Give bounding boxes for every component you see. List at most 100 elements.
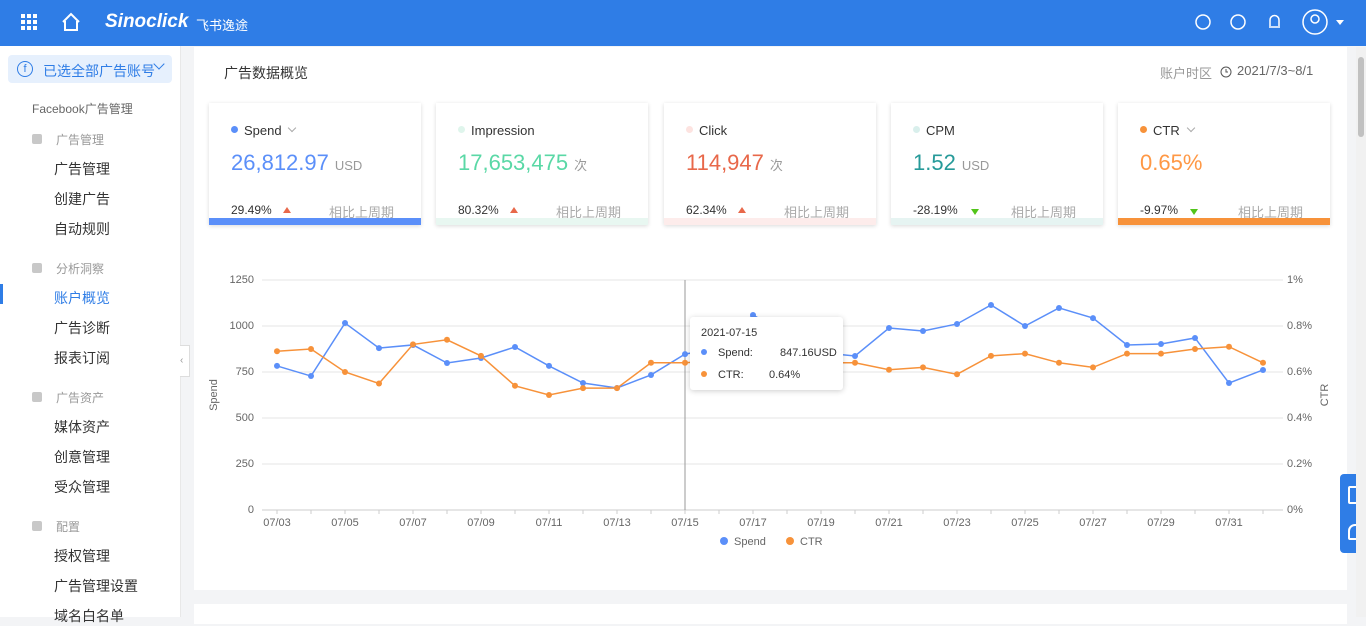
card-change: 29.49% xyxy=(231,203,272,217)
trend-up xyxy=(738,207,746,213)
y2-tick-label: 0.4% xyxy=(1287,412,1312,424)
card-bar xyxy=(436,218,648,225)
metric-card[interactable]: Impression 17,653,475 次 80.32% 相比上周期 xyxy=(436,103,648,225)
legend-marker xyxy=(720,537,728,545)
date-range[interactable]: 2021/7/3~8/1 xyxy=(1237,63,1314,78)
data-point xyxy=(1192,334,1198,341)
data-point xyxy=(682,359,688,366)
data-point xyxy=(988,352,994,359)
data-point xyxy=(580,385,586,392)
card-value: 0.65% xyxy=(1140,150,1203,175)
data-point xyxy=(410,341,416,348)
scroll-thumb[interactable] xyxy=(1358,57,1364,137)
metric-card[interactable]: CTR 0.65% -9.97% 相比上周期 xyxy=(1118,103,1330,225)
card-compare: 相比上周期 xyxy=(556,205,622,220)
menu-item[interactable]: 创意管理 xyxy=(54,449,110,465)
data-point xyxy=(682,351,688,358)
collapse-handle[interactable]: ‹ xyxy=(180,345,190,377)
trend-up xyxy=(283,207,291,213)
data-point xyxy=(1056,304,1062,311)
menu-group-icon xyxy=(32,392,42,402)
data-point xyxy=(1260,366,1266,373)
data-point xyxy=(1022,350,1028,357)
top-icons xyxy=(21,9,1344,35)
y-tick-label: 750 xyxy=(236,366,254,378)
card-dot xyxy=(458,126,465,133)
x-tick-label: 07/03 xyxy=(263,517,291,529)
data-point xyxy=(1090,364,1096,371)
card-value: 17,653,475 xyxy=(458,150,569,175)
chevron xyxy=(153,58,165,70)
menu-item[interactable]: 受众管理 xyxy=(54,479,110,495)
data-point xyxy=(1090,315,1096,322)
data-point xyxy=(580,380,586,387)
menu-item[interactable]: 授权管理 xyxy=(54,548,110,564)
trend-up xyxy=(510,207,518,213)
metric-card[interactable]: CPM 1.52 USD -28.19% 相比上周期 xyxy=(891,103,1103,225)
x-tick-label: 07/21 xyxy=(875,517,903,529)
card-change: 62.34% xyxy=(686,203,727,217)
tooltip-value: 0.64% xyxy=(769,369,801,381)
legend-label: Spend xyxy=(734,536,766,548)
menu-item[interactable]: 创建广告 xyxy=(54,191,110,207)
menu-item[interactable]: 广告管理 xyxy=(54,161,110,177)
data-point xyxy=(954,320,960,327)
card-title: CPM xyxy=(926,123,955,138)
top-bar: Sinoclick 飞书逸途 xyxy=(0,0,1366,46)
menu-group-icon xyxy=(32,521,42,531)
tooltip-title: 2021-07-15 xyxy=(701,327,758,339)
card-bar xyxy=(209,218,421,225)
data-point xyxy=(852,359,858,366)
card-dot xyxy=(686,126,693,133)
data-point xyxy=(1226,380,1232,387)
menu-item[interactable]: 域名白名单 xyxy=(54,608,124,624)
menu-item[interactable]: 报表订阅 xyxy=(54,350,110,366)
trend-down xyxy=(971,209,979,215)
metric-card[interactable]: Click 114,947 次 62.34% 相比上周期 xyxy=(664,103,876,225)
x-tick-label: 07/11 xyxy=(536,517,563,529)
data-point xyxy=(1056,359,1062,366)
card-bar xyxy=(1118,218,1330,225)
card-value: 1.52 xyxy=(913,150,956,175)
data-point xyxy=(1124,341,1130,348)
y2-tick-label: 1% xyxy=(1287,274,1303,286)
data-point xyxy=(1192,346,1198,352)
data-point xyxy=(444,336,450,343)
y-tick-label: 1000 xyxy=(230,320,254,332)
data-point xyxy=(852,352,858,359)
data-point xyxy=(478,352,484,359)
card-value: 114,947 xyxy=(686,150,764,175)
menu-item[interactable]: 自动规则 xyxy=(54,221,110,237)
account-select[interactable]: f 已选全部广告账号 xyxy=(8,55,172,83)
lower-panel xyxy=(194,604,1347,624)
card-dot xyxy=(231,126,238,133)
tooltip-label: Spend: xyxy=(718,347,753,359)
x-tick-label: 07/17 xyxy=(739,517,767,529)
card-dot xyxy=(913,126,920,133)
card-compare: 相比上周期 xyxy=(1011,205,1077,220)
tooltip: 2021-07-15 Spend: 847.16USD CTR: 0.64% xyxy=(690,317,843,390)
menu-item[interactable]: 账户概览 xyxy=(54,290,110,306)
sidebar: f 已选全部广告账号 Facebook广告管理 广告管理 广告管理 创建广告 自动规则… xyxy=(0,46,181,624)
menu-item[interactable]: 广告管理设置 xyxy=(54,578,138,594)
x-tick-label: 07/09 xyxy=(467,517,495,529)
metric-card[interactable]: Spend 26,812.97 USD 29.49% 相比上周期 xyxy=(209,103,421,225)
section-label: Facebook广告管理 xyxy=(32,102,133,116)
card-title: CTR xyxy=(1153,123,1180,138)
brand[interactable]: Sinoclick xyxy=(105,11,189,32)
menu-item[interactable]: 媒体资产 xyxy=(54,419,110,435)
x-tick-label: 07/31 xyxy=(1215,517,1243,529)
card-change: -9.97% xyxy=(1140,203,1179,217)
fb-icon: f xyxy=(17,61,33,77)
data-point xyxy=(376,345,382,352)
menu-group-icon xyxy=(32,134,42,144)
card-title: Click xyxy=(699,123,728,138)
data-point xyxy=(750,311,756,318)
scrollbar xyxy=(1356,47,1366,617)
card-compare: 相比上周期 xyxy=(329,205,395,220)
y2-tick-label: 0% xyxy=(1287,504,1303,516)
x-tick-label: 07/29 xyxy=(1147,517,1175,529)
y2-axis-label: CTR xyxy=(1319,384,1331,407)
menu-item[interactable]: 广告诊断 xyxy=(54,320,110,336)
